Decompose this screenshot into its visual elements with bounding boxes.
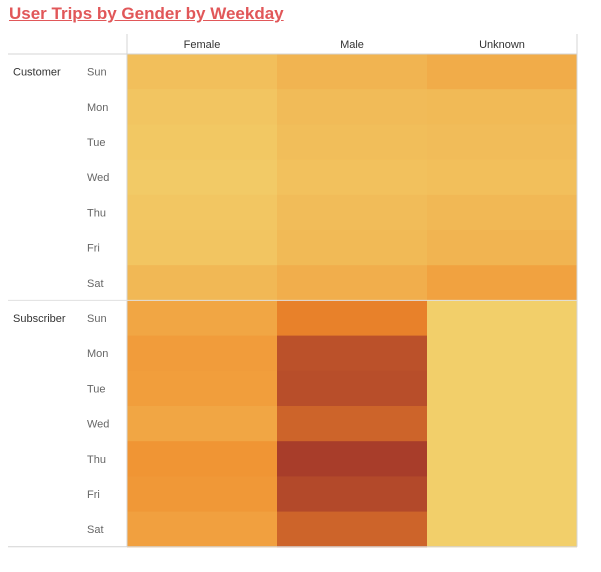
column-header-male: Male <box>340 39 364 51</box>
heatmap-cell-customer-sun-unknown[interactable] <box>427 54 577 90</box>
day-label-customer-mon: Mon <box>87 102 108 114</box>
column-header-unknown: Unknown <box>479 39 525 51</box>
heatmap-cell-subscriber-wed-male[interactable] <box>277 406 427 442</box>
heatmap-cell-customer-thu-male[interactable] <box>277 194 427 231</box>
heatmap-cell-subscriber-tue-unknown[interactable] <box>427 370 577 407</box>
heatmap-cell-subscriber-mon-male[interactable] <box>277 335 427 372</box>
heatmap-cell-customer-mon-unknown[interactable] <box>427 89 577 125</box>
heatmap-cell-customer-thu-unknown[interactable] <box>427 194 577 231</box>
chart-title: User Trips by Gender by Weekday <box>9 4 284 23</box>
heatmap-cell-subscriber-wed-female[interactable] <box>127 406 277 442</box>
heatmap-cell-subscriber-tue-male[interactable] <box>277 370 427 407</box>
heatmap-cell-customer-wed-unknown[interactable] <box>427 159 577 196</box>
day-label-customer-sun: Sun <box>87 67 107 79</box>
heatmap-cell-subscriber-fri-male[interactable] <box>277 476 427 513</box>
heatmap-cell-customer-sun-female[interactable] <box>127 54 277 90</box>
day-label-customer-sat: Sat <box>87 278 104 290</box>
heatmap-cell-subscriber-fri-female[interactable] <box>127 476 277 513</box>
heatmap-cell-customer-wed-female[interactable] <box>127 159 277 196</box>
heatmap-cell-subscriber-fri-unknown[interactable] <box>427 476 577 513</box>
heatmap-cell-customer-fri-male[interactable] <box>277 230 427 266</box>
day-label-subscriber-tue: Tue <box>87 383 106 395</box>
row-group-customer: Customer <box>13 67 61 79</box>
heatmap-cell-subscriber-tue-female[interactable] <box>127 370 277 407</box>
day-label-customer-tue: Tue <box>87 137 106 149</box>
heatmap-cell-customer-thu-female[interactable] <box>127 194 277 231</box>
day-label-subscriber-wed: Wed <box>87 419 109 431</box>
heatmap-cell-subscriber-sat-female[interactable] <box>127 511 277 548</box>
day-label-subscriber-mon: Mon <box>87 348 108 360</box>
day-label-subscriber-thu: Thu <box>87 454 106 466</box>
heatmap-cell-customer-mon-female[interactable] <box>127 89 277 125</box>
heatmap-cell-customer-wed-male[interactable] <box>277 159 427 196</box>
column-header-female: Female <box>184 39 221 51</box>
heatmap-cells <box>127 54 577 548</box>
heatmap-cell-customer-sat-male[interactable] <box>277 265 427 301</box>
heatmap-cell-subscriber-sat-male[interactable] <box>277 511 427 548</box>
heatmap-cell-subscriber-mon-unknown[interactable] <box>427 335 577 372</box>
day-label-customer-wed: Wed <box>87 172 109 184</box>
heatmap-cell-customer-tue-unknown[interactable] <box>427 124 577 161</box>
heatmap-cell-subscriber-sun-female[interactable] <box>127 300 277 337</box>
day-label-subscriber-sat: Sat <box>87 524 104 536</box>
heatmap-cell-customer-fri-unknown[interactable] <box>427 230 577 266</box>
day-label-customer-thu: Thu <box>87 207 106 219</box>
heatmap-cell-customer-sat-unknown[interactable] <box>427 265 577 301</box>
day-label-subscriber-sun: Sun <box>87 313 107 325</box>
heatmap-grid <box>8 34 578 548</box>
day-label-subscriber-fri: Fri <box>87 489 100 501</box>
heatmap-cell-customer-mon-male[interactable] <box>277 89 427 125</box>
heatmap-cell-customer-tue-female[interactable] <box>127 124 277 161</box>
heatmap-cell-customer-tue-male[interactable] <box>277 124 427 161</box>
heatmap-cell-subscriber-thu-unknown[interactable] <box>427 441 577 477</box>
heatmap-cell-customer-sat-female[interactable] <box>127 265 277 301</box>
heatmap-cell-subscriber-sat-unknown[interactable] <box>427 511 577 548</box>
day-label-customer-fri: Fri <box>87 243 100 255</box>
heatmap-cell-subscriber-sun-male[interactable] <box>277 300 427 337</box>
heatmap-cell-subscriber-wed-unknown[interactable] <box>427 406 577 442</box>
heatmap-cell-customer-sun-male[interactable] <box>277 54 427 90</box>
heatmap-cell-customer-fri-female[interactable] <box>127 230 277 266</box>
heatmap-cell-subscriber-thu-female[interactable] <box>127 441 277 477</box>
row-group-subscriber: Subscriber <box>13 313 66 325</box>
heatmap-cell-subscriber-sun-unknown[interactable] <box>427 300 577 337</box>
heatmap-cell-subscriber-thu-male[interactable] <box>277 441 427 477</box>
heatmap-labels: Female Male Unknown Customer Sun Mon Tue Wed Thu… <box>13 39 525 536</box>
heatmap-cell-subscriber-mon-female[interactable] <box>127 335 277 372</box>
